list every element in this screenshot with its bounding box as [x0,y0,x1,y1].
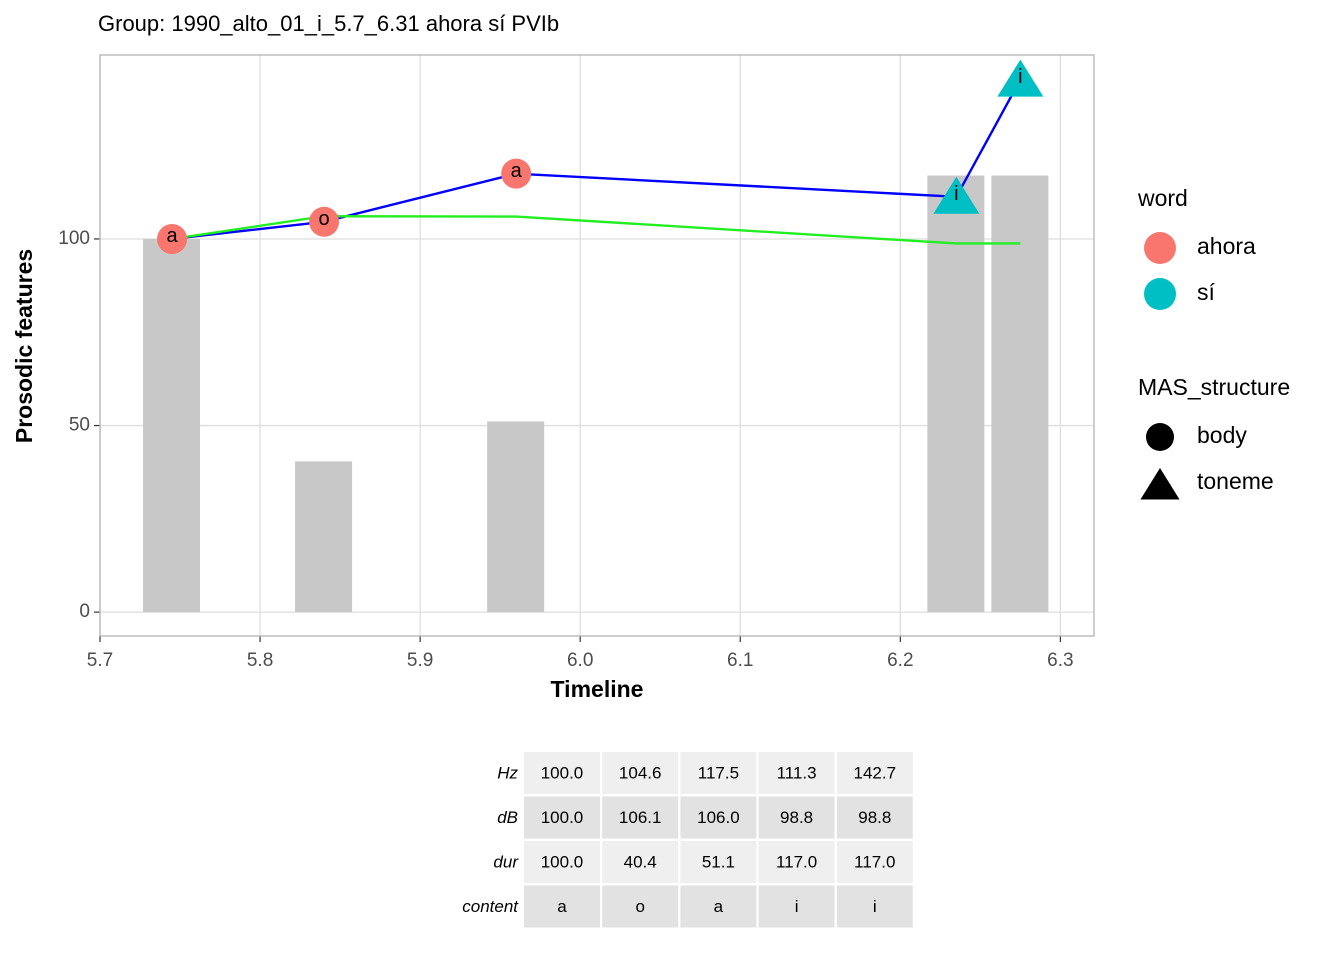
table-cell [680,752,757,794]
table-cell [680,885,757,928]
legend-key [1144,232,1176,264]
table-cell-text: 100.0 [541,852,584,871]
table-row-header: Hz [497,763,518,782]
table-cell [524,752,600,794]
bar [487,421,545,613]
x-tick-label: 5.9 [407,650,433,671]
point [501,158,532,189]
legend-label: body [1197,422,1247,448]
point-label: i [1018,66,1022,88]
table-cell-text: 40.4 [624,852,657,871]
y-axis-title: Prosodic features [11,249,37,443]
legend-title: word [1137,185,1188,211]
legend-key [1144,278,1176,310]
y-tick-label: 0 [79,601,90,622]
legend-label: ahora [1197,233,1256,259]
table-cell-text: 51.1 [702,852,735,871]
table-row-header: dB [497,808,518,827]
table-cell-text: 106.1 [619,808,662,827]
point [997,59,1044,97]
table-cell-text: 106.0 [697,808,740,827]
table-cell [524,885,600,928]
table-cell [836,796,913,839]
table-cell-text: 142.7 [854,763,897,782]
point [933,176,980,214]
table-cell [602,841,679,883]
table-row-header: dur [493,852,519,871]
chart-title: Group: 1990_alto_01_i_5.7_6.31 ahora sí … [98,11,559,36]
x-tick-label: 6.2 [887,650,913,671]
point [309,206,340,237]
legend-label: toneme [1197,468,1274,494]
table-cell [836,885,913,928]
table-cell [524,841,600,883]
table-cell [758,752,835,794]
table-row-header: content [462,897,519,916]
table-cell-text: 117.0 [854,852,895,871]
table-cell [602,796,679,839]
table-cell-text: 100.0 [541,808,584,827]
bar [927,175,985,613]
table-cell [836,841,913,883]
legend-title: MAS_structure [1138,374,1290,400]
y-tick-label: 100 [58,228,90,249]
table-cell [758,796,835,839]
table-cell [758,885,835,928]
table-cell [758,841,835,883]
table-cell-text: 100.0 [541,763,584,782]
x-tick-label: 6.3 [1047,650,1073,671]
x-tick-label: 6.0 [567,650,593,671]
table-cell-text: 117.0 [776,852,817,871]
point [157,223,188,254]
table-cell-text: 104.6 [619,763,662,782]
table-cell [602,885,679,928]
bar [143,238,201,613]
x-tick-label: 6.1 [727,650,753,671]
table-cell [524,796,600,839]
bar [991,175,1049,613]
table-cell [836,752,913,794]
table-cell-text: 111.3 [777,763,817,782]
table-cell [680,796,757,839]
table-cell-text: i [873,897,877,916]
table-cell-text: i [795,897,799,916]
legend-key [1140,468,1180,500]
legend-label: sí [1197,279,1216,305]
line [171,215,1021,245]
table-cell-text: o [635,897,644,916]
point-label: i [954,183,958,205]
table-cell [602,752,679,794]
table-cell-text: 98.8 [780,808,813,827]
table-cell-text: a [714,897,724,916]
point-label: a [511,160,523,182]
x-tick-label: 5.8 [247,650,273,671]
legend-key [1146,423,1174,451]
table-cell-text: 117.5 [698,763,739,782]
x-axis-title: Timeline [551,676,644,702]
point-label: a [166,225,178,247]
table-cell-text: 98.8 [858,808,891,827]
x-tick-label: 5.7 [87,650,113,671]
point-label: o [319,208,330,230]
bar [295,461,353,613]
y-tick-label: 50 [69,415,90,436]
table-cell-text: a [557,897,567,916]
table-cell [680,841,757,883]
panel-border [99,54,1095,637]
